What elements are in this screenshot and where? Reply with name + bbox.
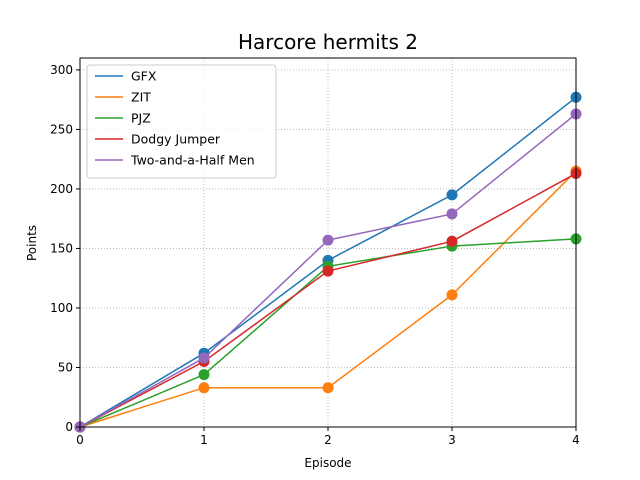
x-tick-label: 0 <box>76 433 84 447</box>
data-point <box>322 234 334 246</box>
data-point <box>322 382 334 394</box>
y-tick-label: 50 <box>58 360 73 374</box>
y-tick-label: 150 <box>50 241 73 255</box>
ticks: 0 1 2 3 4 0 50 100 150 200 250 300 <box>50 63 580 447</box>
data-point <box>322 265 334 277</box>
chart-title: Harcore hermits 2 <box>238 30 418 54</box>
x-tick-label: 3 <box>448 433 456 447</box>
data-point <box>446 235 458 247</box>
legend-label: GFX <box>131 69 157 84</box>
y-axis-label: Points <box>25 225 39 261</box>
data-point <box>446 189 458 201</box>
data-point <box>446 208 458 220</box>
legend: GFX ZIT PJZ Dodgy Jumper Two-and-a-Half Men <box>86 64 277 179</box>
y-tick-label: 200 <box>50 182 73 196</box>
y-tick-label: 0 <box>65 420 73 434</box>
series-pjz <box>74 233 582 433</box>
legend-label: Two-and-a-Half Men <box>130 153 255 168</box>
data-point <box>198 352 210 364</box>
data-point <box>446 289 458 301</box>
legend-label: ZIT <box>131 90 151 105</box>
series-layer <box>74 91 582 433</box>
x-tick-label: 4 <box>572 433 580 447</box>
y-tick-label: 250 <box>50 122 73 136</box>
y-tick-label: 300 <box>50 63 73 77</box>
legend-label: Dodgy Jumper <box>131 132 221 147</box>
data-point <box>198 382 210 394</box>
y-tick-label: 100 <box>50 301 73 315</box>
legend-box <box>86 64 277 179</box>
legend-label: PJZ <box>131 111 151 126</box>
x-axis-label: Episode <box>304 456 351 470</box>
x-tick-label: 2 <box>324 433 332 447</box>
x-tick-label: 1 <box>200 433 208 447</box>
data-point <box>198 369 210 381</box>
